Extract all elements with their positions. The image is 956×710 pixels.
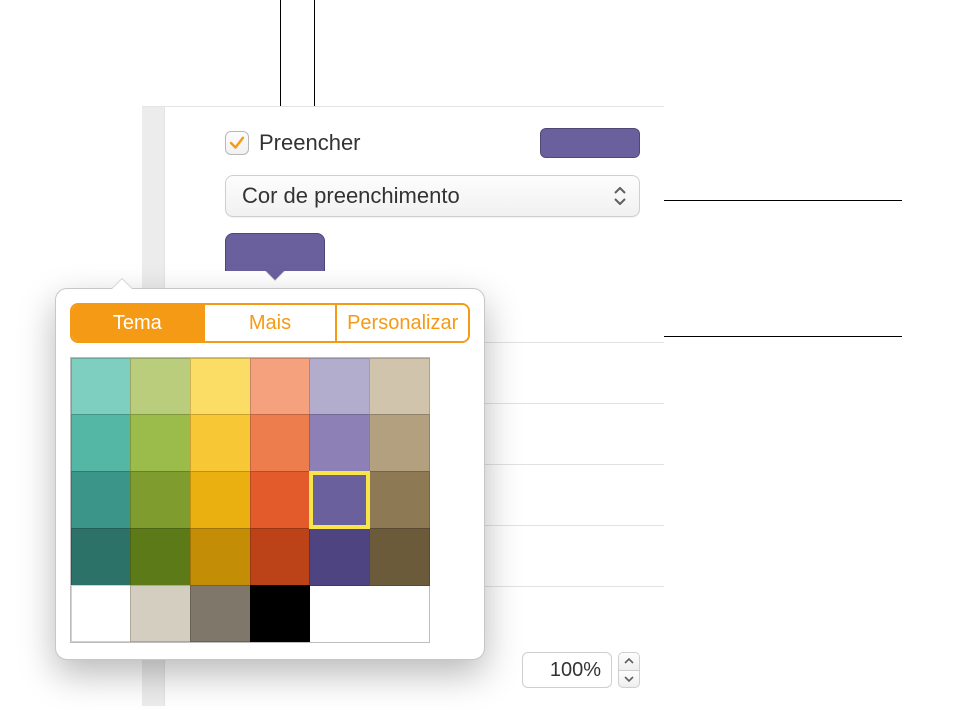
theme-swatch[interactable] — [130, 471, 191, 529]
tab-personalizar[interactable]: Personalizar — [335, 305, 468, 341]
theme-swatch[interactable] — [309, 358, 370, 416]
theme-swatch[interactable] — [250, 528, 311, 586]
chevron-up-icon — [624, 658, 634, 664]
tab-tema[interactable]: Tema — [72, 305, 203, 341]
theme-swatch[interactable] — [190, 585, 251, 643]
fill-color-well[interactable] — [225, 233, 325, 271]
fill-row: Preencher — [225, 125, 640, 161]
theme-swatch[interactable] — [250, 414, 311, 472]
fill-type-dropdown[interactable]: Cor de preenchimento — [225, 175, 640, 217]
theme-swatch[interactable] — [309, 414, 370, 472]
opacity-stepper — [618, 652, 640, 688]
color-popover: Tema Mais Personalizar — [55, 288, 485, 660]
theme-swatch[interactable] — [190, 471, 251, 529]
theme-swatch[interactable] — [309, 471, 370, 529]
theme-swatch[interactable] — [190, 528, 251, 586]
theme-swatch[interactable] — [71, 471, 132, 529]
color-popover-tabs: Tema Mais Personalizar — [70, 303, 470, 343]
fill-preview-swatch[interactable] — [540, 128, 640, 158]
theme-swatch[interactable] — [369, 528, 430, 586]
opacity-row: 100% — [522, 650, 640, 690]
theme-swatch-grid — [70, 357, 430, 643]
theme-swatch[interactable] — [71, 358, 132, 416]
theme-swatch[interactable] — [369, 471, 430, 529]
theme-swatch[interactable] — [250, 471, 311, 529]
theme-swatch[interactable] — [71, 585, 132, 643]
chevron-down-icon — [624, 676, 634, 682]
fill-type-dropdown-label: Cor de preenchimento — [242, 183, 460, 209]
theme-swatch[interactable] — [369, 414, 430, 472]
theme-swatch[interactable] — [369, 358, 430, 416]
checkmark-icon — [228, 134, 246, 152]
updown-chevron-icon — [613, 187, 627, 205]
theme-swatch[interactable] — [130, 358, 191, 416]
fill-checkbox[interactable] — [225, 131, 249, 155]
theme-swatch[interactable] — [250, 585, 311, 643]
theme-swatch[interactable] — [71, 528, 132, 586]
opacity-field[interactable]: 100% — [522, 652, 612, 688]
callout-line — [642, 200, 902, 201]
theme-swatch[interactable] — [130, 528, 191, 586]
fill-label: Preencher — [259, 130, 361, 156]
theme-swatch[interactable] — [130, 585, 191, 643]
opacity-step-down-button[interactable] — [618, 670, 640, 689]
theme-swatch[interactable] — [309, 528, 370, 586]
theme-swatch[interactable] — [190, 358, 251, 416]
theme-swatch[interactable] — [250, 358, 311, 416]
callout-line — [314, 0, 315, 108]
opacity-step-up-button[interactable] — [618, 652, 640, 670]
theme-swatch[interactable] — [130, 414, 191, 472]
theme-swatch[interactable] — [190, 414, 251, 472]
theme-swatch[interactable] — [71, 414, 132, 472]
tab-mais[interactable]: Mais — [203, 305, 336, 341]
